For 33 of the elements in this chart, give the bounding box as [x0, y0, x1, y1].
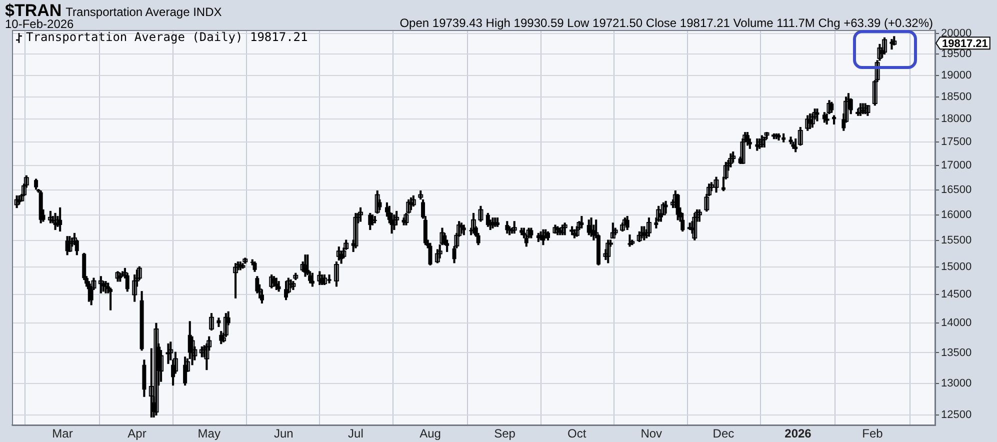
y-tick-label: 17000: [941, 160, 972, 172]
x-tick-label: Jul: [348, 426, 364, 441]
y-tick-label: 16500: [941, 184, 972, 196]
x-tick-label: Oct: [568, 426, 587, 441]
x-tick-label: Nov: [640, 426, 662, 441]
legend-label: Transportation Average (Daily) 19817.21: [26, 30, 308, 44]
y-tick-label: 16000: [941, 208, 972, 221]
y-tick-label: 19500: [941, 48, 972, 60]
y-tick-label: 13500: [941, 346, 972, 359]
annotation: 10-Feb-2026: [5, 17, 74, 31]
y-tick-label: 14000: [941, 317, 972, 330]
y-tick-label: 18000: [941, 113, 972, 126]
x-tick-label: Aug: [420, 426, 441, 441]
y-tick-label: 13000: [941, 377, 972, 390]
annotation: Open 19739.43 High 19930.59 Low 19721.50 Close 19817.21 Volume 111.7M Chg +63.39 (+0.32%): [400, 16, 933, 30]
x-tick-label: May: [198, 426, 220, 441]
y-tick-label: 15500: [941, 234, 972, 247]
y-tick-label: 19000: [941, 69, 972, 82]
x-tick-label: 2026: [784, 426, 812, 441]
y-tick-label: 18500: [941, 90, 972, 103]
x-tick-label: Mar: [52, 426, 73, 441]
x-tick-label: Feb: [862, 426, 884, 441]
y-tick-label: 15000: [941, 261, 972, 274]
x-tick-label: Apr: [128, 426, 146, 441]
x-tick-label: Sep: [494, 426, 516, 441]
chart-subtitle: Transportation Average INDX: [66, 5, 222, 19]
chart-title: $TRAN: [5, 1, 62, 20]
y-tick-label: 14500: [941, 288, 972, 301]
x-tick-label: Jun: [274, 426, 294, 441]
text: 19817.21: [942, 38, 988, 50]
y-tick-label: 17500: [941, 136, 972, 148]
x-tick-label: Dec: [712, 426, 734, 441]
y-tick-label: 12500: [941, 409, 972, 422]
